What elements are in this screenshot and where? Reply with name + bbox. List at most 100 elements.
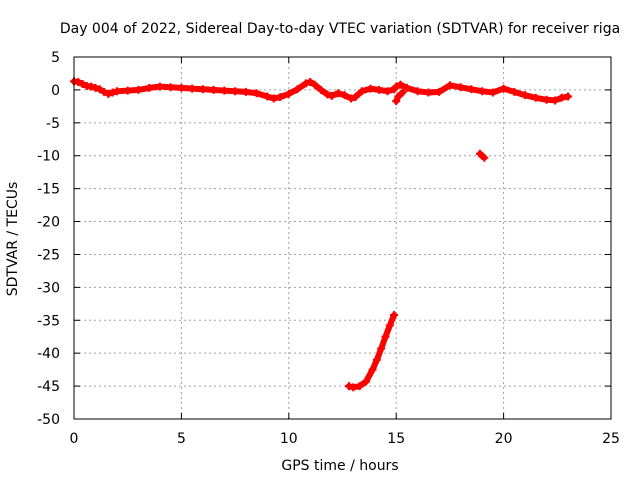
series-3 [475,149,489,162]
data-point [351,93,360,102]
data-point [396,80,405,89]
y-tick-label: -30 [37,280,60,296]
data-point [413,87,422,96]
data-point [263,92,272,101]
y-tick-label: -35 [37,313,60,329]
data-point [188,84,197,93]
data-point [209,85,218,94]
data-point [424,88,433,97]
data-point [542,95,551,104]
data-point [177,83,186,92]
data-point [95,85,104,94]
x-tick-label: 5 [177,431,186,447]
y-tick-label: -50 [37,412,60,428]
x-tick-label: 20 [495,431,513,447]
data-point [220,86,229,95]
data-point [385,321,394,330]
chart-title: Day 004 of 2022, Sidereal Day-to-day VTE… [60,21,620,37]
data-point [74,78,83,87]
data-point [349,383,358,392]
data-point [456,83,465,92]
y-tick-label: -45 [37,379,60,395]
data-point [104,89,113,98]
data-point [402,83,411,92]
data-point [557,93,566,102]
data-point [306,78,315,87]
data-point [375,85,384,94]
grid [74,57,611,419]
data-point [87,82,96,91]
plot-frame [73,56,612,420]
data-point [551,96,560,105]
data-point [252,89,261,98]
x-tick-label: 10 [280,431,298,447]
y-tick-label: -5 [46,116,60,132]
data-point [478,87,487,96]
series-1 [392,80,573,105]
data-point [108,88,117,97]
data-point [241,87,250,96]
series-4 [344,311,399,392]
data-point [467,85,476,94]
x-tick-label: 15 [387,431,405,447]
data-point [112,87,121,96]
data-point [394,92,403,101]
data-point [155,82,164,91]
data-point [531,93,540,102]
data-point [78,79,87,88]
y-tick-label: 5 [51,50,60,66]
data-point [317,85,326,94]
data-point [521,91,530,100]
y-tick-label: -25 [37,247,60,263]
y-tick-label: 0 [51,83,60,99]
data-point [293,85,302,94]
data-point [377,344,386,353]
data-point [334,89,343,98]
data-point [269,94,278,103]
y-axis-label: SDTVAR / TECUs [5,182,21,297]
data-point [372,355,381,364]
y-tick-label: -10 [37,149,60,165]
data-point [134,85,143,94]
y-tick-label: -40 [37,346,60,362]
data-point [499,84,508,93]
series-2 [392,88,407,106]
data-point [398,88,407,97]
data-point [327,91,336,100]
data-point [445,81,454,90]
x-tick-label: 25 [602,431,620,447]
data-point [355,382,364,391]
data-point [392,97,401,106]
data-point [390,311,399,320]
x-axis-label: GPS time / hours [281,458,398,474]
x-tick-label: 0 [70,431,79,447]
y-tick-label: -20 [37,215,60,231]
data-point [301,79,310,88]
data-point [123,86,132,95]
data-series [70,77,573,392]
data-point [284,89,293,98]
data-point [145,83,154,92]
data-point [100,87,109,96]
data-point [368,365,377,374]
data-point [91,83,100,92]
data-point [381,332,390,341]
data-point [392,82,401,91]
data-point [366,84,375,93]
data-point [435,87,444,96]
data-point [357,87,366,96]
data-point [323,90,332,99]
y-tick-label: -15 [37,182,60,198]
data-point [166,83,175,92]
data-point [276,93,285,102]
data-point [383,87,392,96]
data-point [488,88,497,97]
data-point [231,87,240,96]
data-point [340,91,349,100]
data-point [362,377,371,386]
data-point [564,92,573,101]
data-point [510,87,519,96]
data-point [198,85,207,94]
data-point [480,153,489,162]
